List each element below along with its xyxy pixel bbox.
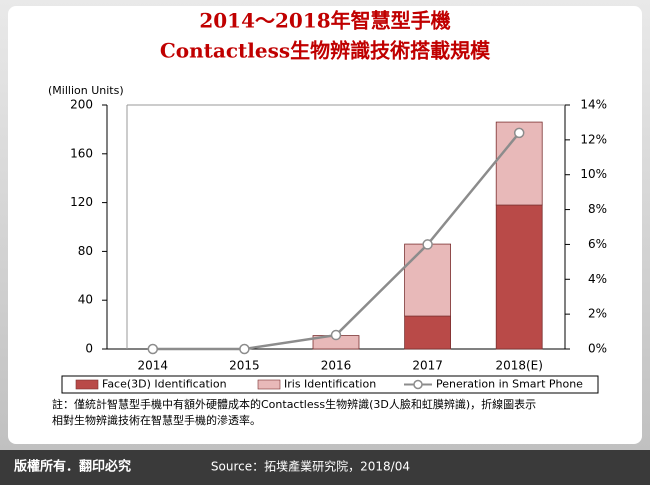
bar <box>404 315 452 350</box>
y-axis-label: (Million Units) <box>48 84 124 97</box>
line-marker <box>239 343 250 355</box>
x-tick-label: 2017 <box>412 359 443 373</box>
bar <box>495 204 543 350</box>
y-tick-label: 160 <box>70 146 93 160</box>
y2-tick-label: 4% <box>588 272 607 286</box>
y-tick-label: 40 <box>78 293 93 307</box>
panel <box>8 6 642 444</box>
note: 註：僅統計智慧型手機中有額外硬體成本的Contactless生物辨識(3D人臉和… <box>52 397 536 411</box>
legend-swatch <box>75 379 99 390</box>
y2-tick-label: 14% <box>580 98 607 112</box>
line-marker <box>513 127 525 139</box>
y2-tick-label: 2% <box>588 307 607 321</box>
legend-label: Iris Identification <box>284 378 376 391</box>
legend-swatch <box>257 379 281 390</box>
x-tick-label: 2014 <box>138 359 169 373</box>
y2-tick-label: 0% <box>588 342 607 356</box>
source: Source：拓墣產業研究院，2018/04 <box>211 459 410 474</box>
x-tick-label: 2015 <box>229 359 260 373</box>
line-marker <box>330 329 342 341</box>
footer-bar <box>0 450 650 485</box>
copyright: 版權所有．翻印必究 <box>14 459 131 475</box>
x-tick-label: 2016 <box>321 359 352 373</box>
y2-tick-label: 8% <box>588 202 607 216</box>
y2-tick-label: 6% <box>588 237 607 251</box>
x-tick-label: 2018(E) <box>495 359 542 373</box>
y2-tick-label: 12% <box>580 132 607 146</box>
legend-label: Peneration in Smart Phone <box>436 378 583 391</box>
y-tick-label: 120 <box>70 195 93 209</box>
legend-swatch <box>413 379 423 390</box>
line-marker <box>422 239 433 250</box>
legend-box <box>61 375 599 394</box>
line-marker <box>147 343 159 355</box>
bar <box>404 243 452 317</box>
chart-title: 2014～2018年智慧型手機 <box>199 9 450 33</box>
y-tick-label: 80 <box>78 244 93 258</box>
y2-tick-label: 10% <box>580 167 607 181</box>
y-tick-label: 200 <box>70 98 93 112</box>
y-tick-label: 0 <box>85 342 93 356</box>
note: 相對生物辨識技術在智慧型手機的滲透率。 <box>52 413 261 427</box>
legend-label: Face(3D) Identification <box>102 378 227 391</box>
chart-title: Contactless生物辨識技術搭載規模 <box>160 39 491 63</box>
